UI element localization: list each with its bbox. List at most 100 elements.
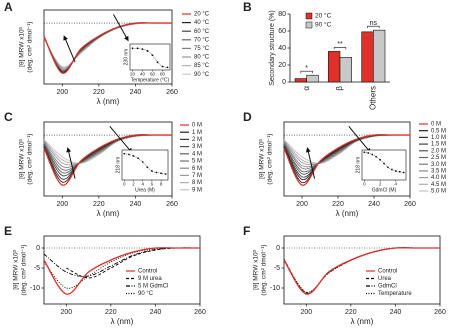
bar <box>339 57 352 83</box>
inset-point <box>155 171 158 174</box>
y-axis-label: [θ] MRW x10³ <box>259 138 266 178</box>
arrow <box>63 35 76 63</box>
spectrum-line <box>283 134 410 186</box>
inset-point <box>383 162 385 165</box>
x-tick-label: 260 <box>434 309 446 316</box>
legend-label: 9 M urea <box>138 276 162 282</box>
x-tick-label: 220 <box>105 309 117 316</box>
y-axis-units: (deg. cm² dmol⁻¹) <box>27 133 34 184</box>
legend-label: 0 M <box>431 122 441 128</box>
y-tick-label: -5 <box>274 265 280 272</box>
inset-point <box>161 65 164 68</box>
legend-swatch <box>305 21 313 29</box>
y-tick-label: -5 <box>34 265 40 272</box>
x-tick-label: 260 <box>166 201 178 208</box>
legend-label: 9 M <box>192 187 202 193</box>
inset-point <box>390 168 393 171</box>
legend-label: 80 °C <box>194 55 210 61</box>
inset-y-label: 218 nm <box>355 157 361 174</box>
x-tick-label: 200 <box>300 309 312 316</box>
spectrum-line <box>43 134 172 186</box>
x-axis-label: λ (nm) <box>97 97 120 106</box>
bar <box>328 51 341 83</box>
inset-point <box>160 172 163 175</box>
inset-point <box>146 166 149 169</box>
x-tick-label: 240 <box>130 89 142 96</box>
legend-label: 20 °C <box>315 12 332 20</box>
legend-label: 7 M <box>192 173 202 179</box>
significance-label: ns <box>370 20 378 27</box>
inset-x-tick-label: 0 <box>123 182 126 187</box>
y-axis-units: (deg. cm² dmol⁻¹) <box>261 244 268 295</box>
inset-x-tick-label: 40 <box>140 72 146 77</box>
legend-label: 2.0 M <box>431 148 446 154</box>
x-tick-label: 240 <box>368 201 380 208</box>
legend-label: Control <box>378 269 397 275</box>
x-axis-label: λ (nm) <box>336 209 359 218</box>
legend-label: 20 °C <box>194 12 210 18</box>
inset-point <box>132 155 135 157</box>
inset-point <box>375 155 378 158</box>
y-axis-units: (deg. cm² dmol⁻¹) <box>27 21 34 72</box>
inset-point <box>367 152 370 154</box>
inset-point <box>136 47 139 50</box>
y-axis-label: [θ] MRW x10³ <box>19 138 26 178</box>
legend-label: 40 °C <box>194 20 210 26</box>
inset-x-tick-label: 20 <box>130 72 136 77</box>
panel-letter: B <box>243 0 252 14</box>
legend-label: 3 M <box>192 144 202 150</box>
y-tick-label: 40 <box>278 45 286 52</box>
arrow <box>348 126 372 154</box>
legend-label: 1 M <box>192 130 202 136</box>
legend-label: 2 M <box>192 137 202 143</box>
legend-label: 6 M <box>192 166 202 172</box>
bar <box>361 31 374 83</box>
inset-point <box>394 170 397 172</box>
x-tick-label: 240 <box>390 309 402 316</box>
y-axis-units: (deg. cm² dmol⁻¹) <box>267 133 274 184</box>
x-tick-label: 200 <box>296 201 308 208</box>
significance-label: ** <box>337 41 343 48</box>
y-tick-label: 20 <box>278 62 286 69</box>
legend-label: 8 M <box>192 180 202 186</box>
arrow <box>305 147 316 179</box>
legend-label: 2.5 M <box>431 155 446 161</box>
y-tick-label: -10 <box>270 285 280 292</box>
x-axis-label: λ (nm) <box>111 317 134 326</box>
legend-label: 4.0 M <box>431 175 446 181</box>
y-tick-label: 60 <box>278 28 286 35</box>
y-tick-label: 0 <box>276 245 280 252</box>
panel-letter: F <box>243 224 250 238</box>
panel-letter: D <box>243 110 252 124</box>
significance-bracket <box>333 47 347 50</box>
legend-label: 4.5 M <box>431 182 446 188</box>
legend-label: 1.0 M <box>431 135 446 141</box>
x-tick-label: 220 <box>345 309 357 316</box>
legend-label: 90 °C <box>194 72 210 78</box>
inset-x-label: Temperature (°C) <box>131 77 170 83</box>
y-tick-label: -10 <box>30 285 40 292</box>
inset-point <box>151 170 153 172</box>
inset-point <box>131 47 134 50</box>
inset-x-tick-label: 2 <box>132 182 135 187</box>
inset-frame <box>129 43 171 71</box>
inset-point <box>127 153 130 156</box>
x-tick-label: 200 <box>56 89 68 96</box>
inset-point <box>141 161 144 163</box>
spectrum-line <box>283 247 440 295</box>
arrow <box>113 14 129 42</box>
x-tick-label: α <box>302 86 311 91</box>
inset-point <box>166 66 169 69</box>
x-tick-label: β <box>335 86 344 91</box>
legend-label: Control <box>138 269 157 275</box>
inset-point <box>387 166 389 169</box>
inset-point <box>146 50 149 52</box>
inset-line <box>124 153 166 175</box>
legend-label: 0.5 M <box>431 128 446 134</box>
legend-label: 4 M <box>192 151 202 157</box>
plot-frame <box>43 235 201 305</box>
legend-label: 60 °C <box>194 29 210 35</box>
plot-frame <box>43 121 173 197</box>
significance-bracket <box>367 25 380 29</box>
inset-line <box>364 151 404 173</box>
